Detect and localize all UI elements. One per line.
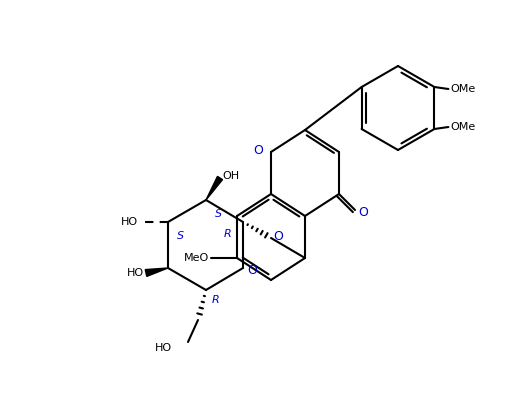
Text: O: O [253,145,263,158]
Text: O: O [358,206,368,218]
Text: OMe: OMe [450,84,476,94]
Text: HO: HO [127,268,144,278]
Text: MeO: MeO [184,253,209,263]
Text: S: S [176,231,183,241]
Polygon shape [206,177,222,200]
Text: R: R [212,295,220,305]
Text: OMe: OMe [450,122,476,132]
Text: OH: OH [222,171,239,181]
Text: O: O [273,231,283,243]
Text: R: R [224,229,232,239]
Text: HO: HO [155,343,172,353]
Text: HO: HO [121,217,138,227]
Polygon shape [145,268,168,276]
Text: O: O [247,264,257,276]
Text: S: S [215,209,222,219]
